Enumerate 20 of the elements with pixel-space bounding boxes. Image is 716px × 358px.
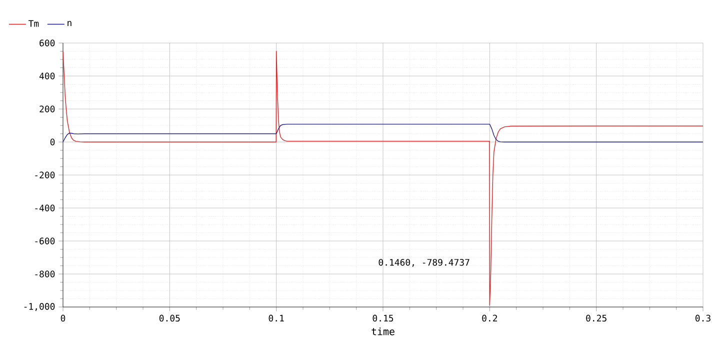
y-tick-label: 0 bbox=[50, 138, 55, 146]
x-tick-label: 0.1 bbox=[268, 314, 284, 322]
x-tick-label: 0.2 bbox=[482, 314, 498, 322]
y-tick-label: -600 bbox=[35, 238, 55, 244]
legend-label: n bbox=[68, 20, 72, 26]
x-tick-label: 0.15 bbox=[372, 314, 394, 322]
y-tick-label: 600 bbox=[40, 40, 55, 46]
x-axis-title: time bbox=[372, 328, 394, 336]
x-tick-label: 0.3 bbox=[695, 314, 710, 322]
y-tick-label: -200 bbox=[35, 172, 55, 178]
x-tick-label: 0.05 bbox=[159, 314, 180, 322]
y-tick-label: -1,000 bbox=[24, 303, 55, 311]
x-tick-label: 0 bbox=[60, 314, 66, 322]
x-tick-label: 0.25 bbox=[586, 314, 606, 322]
y-tick-label: 400 bbox=[39, 72, 55, 80]
y-tick-label: -800 bbox=[35, 270, 55, 278]
y-tick-label: -400 bbox=[35, 204, 55, 212]
annotation: 0.1460, -789.4737 bbox=[378, 258, 470, 267]
legend-label: Tm bbox=[28, 20, 39, 27]
y-tick-label: 200 bbox=[40, 106, 55, 112]
